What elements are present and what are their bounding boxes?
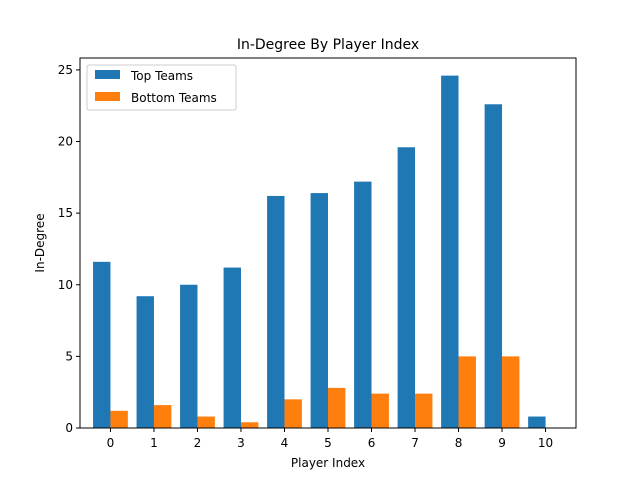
bar-top-teams-5 xyxy=(310,193,328,428)
x-tick-label-9: 9 xyxy=(498,436,506,450)
bar-bottom-teams-8 xyxy=(458,356,476,428)
y-tick-label-20: 20 xyxy=(58,135,73,149)
chart-title: In-Degree By Player Index xyxy=(237,37,419,53)
legend-box xyxy=(86,64,237,111)
x-tick-label-1: 1 xyxy=(150,436,158,450)
bars-group xyxy=(93,75,546,428)
legend: Top Teams Bottom Teams xyxy=(86,64,237,111)
y-tick-label-0: 0 xyxy=(65,421,73,435)
y-tick-label-10: 10 xyxy=(58,278,73,292)
x-tick-label-8: 8 xyxy=(455,436,463,450)
x-tick-label-3: 3 xyxy=(237,436,245,450)
legend-label-bottom-teams: Bottom Teams xyxy=(131,91,217,105)
x-axis-label: Player Index xyxy=(291,456,365,470)
bar-top-teams-0 xyxy=(93,261,111,428)
plot-frame xyxy=(79,57,577,429)
legend-label-top-teams: Top Teams xyxy=(130,69,193,83)
legend-swatch-top-teams xyxy=(95,70,120,79)
y-ticks: 0 5 10 15 20 25 xyxy=(58,63,80,435)
x-tick-label-2: 2 xyxy=(194,436,202,450)
bar-bottom-teams-1 xyxy=(153,405,172,428)
bar-top-teams-1 xyxy=(136,296,154,428)
bar-top-teams-7 xyxy=(397,147,416,428)
legend-swatch-bottom-teams xyxy=(95,92,120,101)
x-tick-label-6: 6 xyxy=(368,436,376,450)
x-tick-label-4: 4 xyxy=(281,436,289,450)
y-tick-label-25: 25 xyxy=(58,63,73,77)
bar-bottom-teams-3 xyxy=(240,422,259,428)
bar-bottom-teams-4 xyxy=(284,399,302,428)
x-tick-label-5: 5 xyxy=(324,436,332,450)
bar-top-teams-9 xyxy=(484,104,503,428)
y-tick-label-15: 15 xyxy=(58,206,73,220)
bar-bottom-teams-0 xyxy=(110,410,128,428)
bar-bottom-teams-7 xyxy=(415,393,433,428)
y-axis-label: In-Degree xyxy=(33,213,47,272)
x-tick-label-7: 7 xyxy=(411,436,419,450)
y-tick-label-5: 5 xyxy=(65,349,73,363)
bar-top-teams-8 xyxy=(441,75,459,428)
x-tick-label-10: 10 xyxy=(538,436,553,450)
bar-bottom-teams-5 xyxy=(328,387,346,428)
bar-top-teams-4 xyxy=(267,195,285,428)
bar-bottom-teams-2 xyxy=(197,416,215,428)
bar-bottom-teams-6 xyxy=(371,393,389,428)
bar-top-teams-3 xyxy=(223,267,241,428)
bar-top-teams-2 xyxy=(180,284,198,428)
bar-top-teams-10 xyxy=(528,416,546,428)
bar-top-teams-6 xyxy=(354,181,372,428)
x-tick-label-0: 0 xyxy=(107,436,115,450)
bar-bottom-teams-9 xyxy=(502,356,520,428)
x-ticks: 0 1 2 3 4 5 6 7 8 9 10 xyxy=(107,428,553,450)
